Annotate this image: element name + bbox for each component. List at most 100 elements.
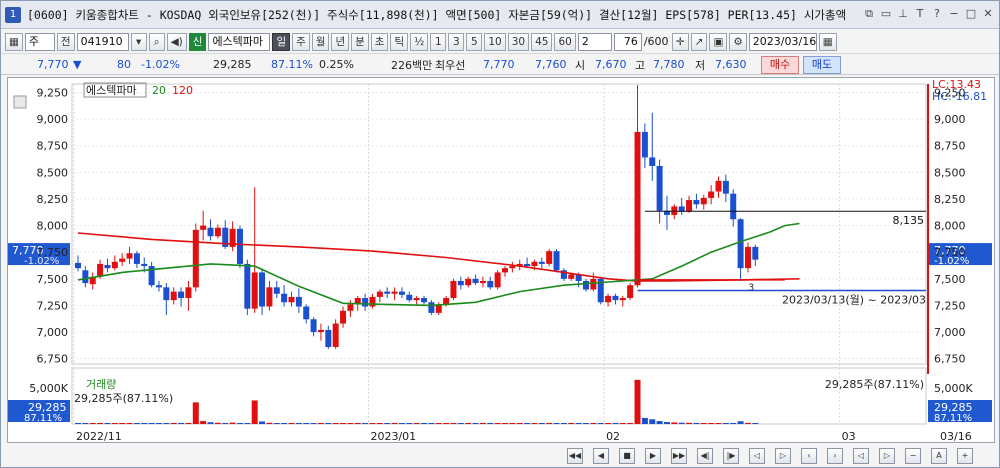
nav-button[interactable]: ▶ <box>645 448 661 464</box>
candle-body <box>413 297 420 301</box>
candle-body <box>133 253 140 264</box>
candle-body <box>531 261 538 267</box>
sound-icon[interactable]: ◀) <box>166 32 187 51</box>
nav-button[interactable]: + <box>957 448 973 464</box>
crosshair-icon[interactable]: ✛ <box>671 32 689 51</box>
page-count-input[interactable]: 76 <box>613 32 642 51</box>
interval-5[interactable]: 5 <box>466 32 483 51</box>
candle-body <box>627 285 634 298</box>
candle-body <box>207 227 214 237</box>
gear-icon[interactable]: ⚙ <box>729 32 747 51</box>
nav-button[interactable]: ◁ <box>853 448 869 464</box>
volume-bar <box>119 423 126 424</box>
candle-body <box>450 280 457 298</box>
left-price-tag-label: 7,770 <box>12 244 44 257</box>
nav-button[interactable]: ▷ <box>775 448 791 464</box>
nav-button[interactable]: A <box>931 448 947 464</box>
candle-body <box>126 253 133 259</box>
chart-type-icon[interactable]: ▦ <box>5 32 23 51</box>
prev-button[interactable]: 전 <box>56 32 75 51</box>
candle-body <box>693 200 700 205</box>
candlestick-chart[interactable]: 에스텍파마 20 120 8,135 3 2023/03/13(월) ~ 2023/03 7… <box>8 78 994 443</box>
tab-tick[interactable]: 틱 <box>390 32 409 51</box>
buy-button[interactable]: 매수 <box>761 56 799 74</box>
volume-bar <box>163 423 170 424</box>
candle-body <box>656 165 663 211</box>
best-ask: 7,770 <box>483 58 515 71</box>
volume-bar <box>273 423 280 424</box>
maximize-icon[interactable]: □ <box>965 7 977 20</box>
volume-left-tag <box>8 400 70 422</box>
volume-bar <box>133 423 140 424</box>
calendar-icon[interactable]: ▦ <box>818 32 837 51</box>
y-tick-label-right: 9,000 <box>934 113 966 126</box>
nav-button[interactable]: ◀| <box>697 448 713 464</box>
stock-code-input[interactable]: 041910 <box>76 32 129 51</box>
save-icon[interactable]: ▣ <box>709 32 728 51</box>
chart-settings-icon <box>13 95 27 109</box>
nav-button[interactable]: ◀ <box>593 448 609 464</box>
volume-bar <box>413 423 420 424</box>
volume-bar <box>421 423 428 424</box>
font-icon[interactable]: T <box>916 7 924 20</box>
interval-1[interactable]: 1 <box>430 32 447 51</box>
nav-button[interactable]: ■ <box>619 448 635 464</box>
left-price-tag <box>8 243 70 266</box>
code-dropdown-icon[interactable]: ▾ <box>130 32 147 51</box>
window-tile-icon[interactable]: ▭ <box>880 7 892 20</box>
nav-button[interactable]: ▶▶ <box>671 448 687 464</box>
minimize-icon[interactable]: − <box>949 7 959 20</box>
candle-body <box>612 295 619 301</box>
nav-button[interactable]: − <box>905 448 921 464</box>
interval-45[interactable]: 45 <box>531 32 553 51</box>
nav-button[interactable]: ▷ <box>879 448 895 464</box>
tab-minute[interactable]: 분 <box>351 32 369 51</box>
period-select[interactable]: 주 <box>24 32 55 51</box>
volume-bar <box>281 423 288 424</box>
volume-bar <box>148 423 155 424</box>
draw-tool-icon[interactable]: ↗ <box>690 32 708 51</box>
window-restore-icon[interactable]: ⧉ <box>865 7 873 20</box>
tab-week[interactable]: 주 <box>292 32 310 51</box>
window-title: [0600] 키움종합차트 - KOSDAQ 외국인보유[252(천)] 주식수… <box>27 7 847 22</box>
open-price: 7,670 <box>595 58 627 71</box>
tab-month[interactable]: 월 <box>311 32 330 51</box>
tab-day[interactable]: 일 <box>272 32 291 51</box>
interval-60[interactable]: 60 <box>554 32 576 51</box>
stock-name-field[interactable]: 에스텍파마 <box>208 32 271 51</box>
volume-bar <box>605 423 612 424</box>
candle-body <box>560 270 567 279</box>
search-icon[interactable]: ⌕ <box>148 32 165 51</box>
interval-half[interactable]: ½ <box>410 32 429 51</box>
volume-bar <box>708 423 715 424</box>
candle-body <box>443 297 450 305</box>
nav-button[interactable]: ‹ <box>801 448 817 464</box>
chart-area[interactable]: 에스텍파마 20 120 8,135 3 2023/03/13(월) ~ 2023/03 7… <box>7 77 995 443</box>
nav-button[interactable]: ◁ <box>749 448 765 464</box>
help-icon[interactable]: ? <box>934 7 940 20</box>
interval-10[interactable]: 10 <box>484 32 506 51</box>
tab-second[interactable]: 초 <box>370 32 389 51</box>
interval-30[interactable]: 30 <box>507 32 530 51</box>
tab-year[interactable]: 년 <box>331 32 350 51</box>
volume-bar <box>369 423 376 424</box>
close-icon[interactable]: ✕ <box>983 7 993 20</box>
nav-button[interactable]: ◀◀ <box>567 448 583 464</box>
trade-amount: 226백만 <box>391 58 433 72</box>
date-input[interactable]: 2023/03/16 <box>748 32 817 51</box>
candle-body <box>97 263 104 277</box>
candle-body <box>75 262 81 269</box>
interval-input[interactable]: 2 <box>577 32 612 51</box>
nav-button[interactable]: |▶ <box>723 448 739 464</box>
volume-y-tick-left: 5,000K <box>29 382 68 395</box>
candle-body <box>148 266 155 286</box>
volume-bar <box>502 423 508 424</box>
candle-body <box>111 261 118 269</box>
candle-body <box>222 227 229 247</box>
sell-button[interactable]: 매도 <box>803 56 841 74</box>
volume-bar <box>752 423 759 424</box>
pin-icon[interactable]: ⊥ <box>898 7 908 20</box>
y-tick-label-right: 8,750 <box>934 140 966 153</box>
interval-3[interactable]: 3 <box>448 32 465 51</box>
nav-button[interactable]: › <box>827 448 843 464</box>
